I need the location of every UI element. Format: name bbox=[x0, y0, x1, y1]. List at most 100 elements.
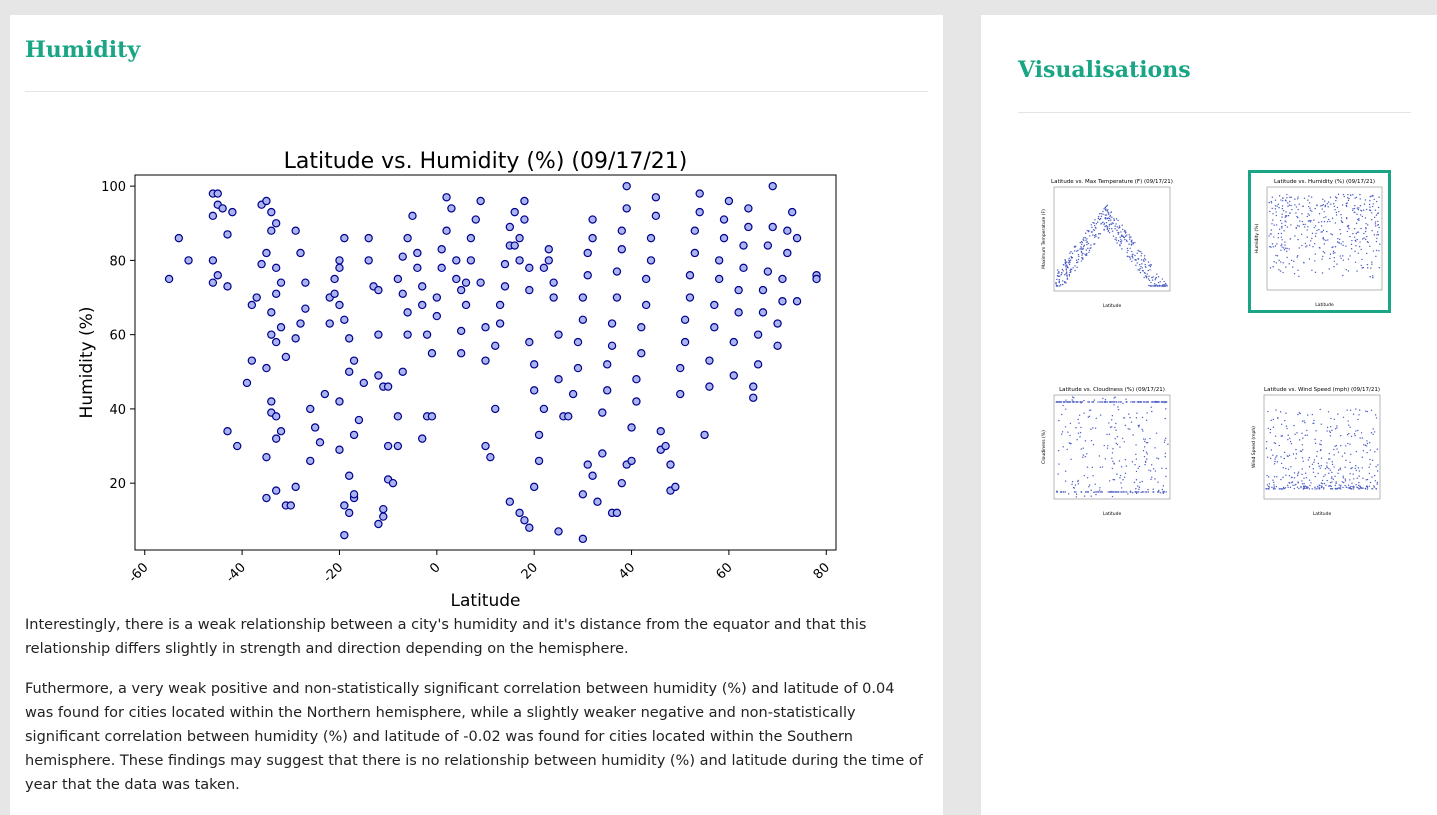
thumbnail-point bbox=[1080, 402, 1082, 404]
thumbnail-point bbox=[1119, 240, 1122, 243]
data-point bbox=[349, 356, 359, 365]
thumbnail-point bbox=[1104, 458, 1107, 460]
thumbnail-point bbox=[1272, 213, 1274, 215]
thumbnail-point bbox=[1361, 467, 1363, 469]
data-point bbox=[262, 452, 271, 462]
thumbnail-point bbox=[1058, 272, 1060, 274]
thumbnail-point bbox=[1289, 440, 1292, 443]
data-point bbox=[617, 245, 627, 254]
thumbnail-point bbox=[1070, 271, 1072, 273]
thumbnail-point bbox=[1321, 258, 1323, 260]
thumbnail-point bbox=[1354, 239, 1356, 242]
thumbnail-point bbox=[1321, 479, 1324, 482]
data-point bbox=[661, 441, 670, 451]
thumbnail-point bbox=[1115, 429, 1117, 431]
thumbnail-point bbox=[1290, 204, 1292, 207]
thumbnail-point bbox=[1065, 282, 1067, 284]
thumbnail-point bbox=[1326, 203, 1329, 205]
thumbnail-point bbox=[1352, 209, 1354, 212]
thumbnail-point bbox=[1119, 226, 1121, 228]
thumbnail-point bbox=[1374, 223, 1377, 225]
thumbnail-point bbox=[1342, 274, 1344, 277]
thumbnail-point bbox=[1081, 258, 1084, 260]
thumbnail-point bbox=[1329, 253, 1332, 255]
thumbnail-point bbox=[1090, 231, 1093, 233]
thumbnail-point bbox=[1109, 214, 1111, 217]
thumbnail-point bbox=[1159, 281, 1161, 283]
thumbnail-point bbox=[1138, 465, 1141, 468]
thumbnail-point bbox=[1066, 278, 1069, 280]
data-point bbox=[335, 263, 344, 273]
thumbnail-point bbox=[1353, 433, 1356, 435]
thumbnail-point bbox=[1360, 264, 1362, 267]
thumbnail-point bbox=[1364, 199, 1367, 201]
thumbnail-max-temperature[interactable]: Latitude vs. Max Temperature (F) (09/17/… bbox=[1038, 173, 1176, 311]
thumbnail-point bbox=[1115, 239, 1118, 241]
thumbnail-point bbox=[1326, 426, 1329, 429]
thumbnail-point bbox=[1282, 486, 1285, 489]
data-point bbox=[393, 412, 403, 421]
data-point bbox=[744, 222, 753, 232]
thumbnail-point bbox=[1355, 450, 1358, 453]
data-point bbox=[651, 211, 661, 221]
thumbnail-point bbox=[1136, 262, 1138, 264]
data-point bbox=[632, 375, 641, 384]
thumbnail-point bbox=[1065, 273, 1067, 275]
thumbnail-point bbox=[1108, 217, 1111, 220]
thumbnail-point bbox=[1304, 422, 1306, 424]
thumbnail-point bbox=[1163, 491, 1165, 493]
thumbnail-point bbox=[1316, 485, 1319, 488]
thumbnail-point bbox=[1135, 458, 1138, 460]
data-point bbox=[763, 241, 773, 250]
thumbnail-point bbox=[1349, 409, 1352, 412]
data-point bbox=[529, 482, 539, 492]
thumbnail-point bbox=[1104, 214, 1106, 216]
data-point bbox=[481, 441, 490, 451]
thumbnail-point bbox=[1368, 466, 1370, 468]
thumbnail-point bbox=[1301, 444, 1304, 446]
data-point bbox=[549, 293, 558, 302]
thumbnail-point bbox=[1350, 248, 1353, 250]
thumbnail-point bbox=[1280, 249, 1282, 251]
thumbnail-point bbox=[1069, 434, 1071, 437]
thumbnail-point bbox=[1071, 396, 1074, 398]
thumbnail-point bbox=[1078, 255, 1080, 258]
chart-title: Latitude vs. Humidity (%) (09/17/21) bbox=[284, 149, 688, 174]
thumbnail-point bbox=[1349, 473, 1351, 475]
thumbnail-point bbox=[1366, 235, 1368, 238]
data-point bbox=[306, 404, 315, 414]
thumbnail-point bbox=[1366, 485, 1368, 487]
thumbnail-point bbox=[1057, 449, 1060, 452]
thumbnail-point bbox=[1058, 278, 1060, 281]
thumbnail-point bbox=[1164, 417, 1166, 420]
thumbnail-point bbox=[1331, 233, 1333, 236]
thumbnail-point bbox=[1101, 221, 1104, 224]
thumbnail-point bbox=[1080, 247, 1083, 249]
thumbnail-point bbox=[1283, 487, 1285, 490]
thumbnail-point bbox=[1325, 484, 1327, 486]
thumbnail-point bbox=[1079, 248, 1081, 250]
thumbnail-point bbox=[1309, 207, 1311, 209]
thumbnail-point bbox=[1308, 456, 1311, 459]
thumbnail-point bbox=[1336, 241, 1339, 243]
data-point bbox=[778, 297, 787, 306]
thumbnail-point bbox=[1074, 245, 1076, 248]
thumbnail-point bbox=[1287, 434, 1289, 436]
thumbnail-point bbox=[1139, 263, 1141, 266]
thumbnail-cloudiness[interactable]: Latitude vs. Cloudiness (%) (09/17/21) Cl… bbox=[1038, 381, 1176, 519]
thumbnail-point bbox=[1319, 485, 1321, 487]
data-point bbox=[666, 460, 675, 469]
thumbnail-point bbox=[1108, 433, 1111, 436]
thumbnail-point bbox=[1318, 228, 1320, 231]
thumbnail-point bbox=[1114, 438, 1116, 440]
thumbnail-point bbox=[1301, 244, 1303, 247]
thumbnail-point bbox=[1111, 495, 1114, 498]
thumbnail-wind-speed[interactable]: Latitude vs. Wind Speed (mph) (09/17/21)… bbox=[1248, 381, 1386, 519]
thumbnail-humidity[interactable]: Latitude vs. Humidity (%) (09/17/21) Humi… bbox=[1248, 170, 1391, 313]
thumbnail-point bbox=[1296, 474, 1299, 477]
thumbnail-point bbox=[1162, 485, 1165, 487]
thumbnail-point bbox=[1297, 471, 1300, 473]
thumbnail-point bbox=[1336, 263, 1338, 265]
thumbnail-point bbox=[1144, 438, 1146, 440]
thumbnail-point bbox=[1100, 401, 1102, 403]
